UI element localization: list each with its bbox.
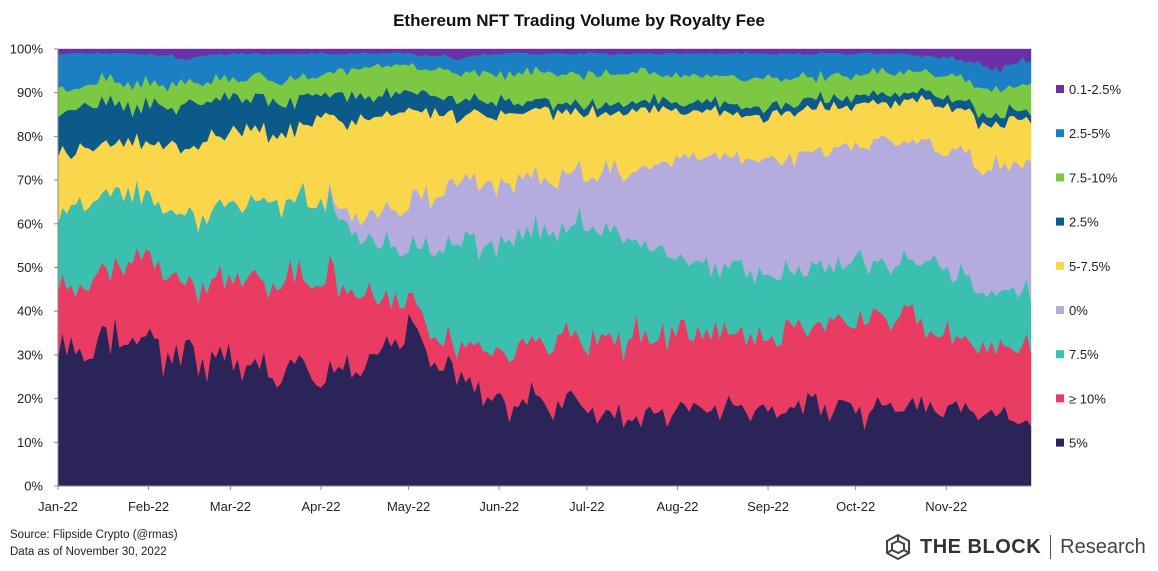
source-note: Source: Flipside Crypto (@rmas) bbox=[10, 529, 178, 541]
x-tick-label: Nov-22 bbox=[925, 499, 967, 514]
x-tick-label: Feb-22 bbox=[128, 499, 169, 514]
y-tick-label: 20% bbox=[17, 391, 43, 406]
y-tick-label: 100% bbox=[10, 42, 44, 57]
legend-swatch bbox=[1056, 438, 1064, 447]
legend-label: 2.5-5% bbox=[1069, 126, 1111, 141]
brand-name: THE BLOCK bbox=[920, 535, 1042, 558]
brand-divider bbox=[1050, 535, 1052, 559]
legend-swatch bbox=[1056, 173, 1064, 182]
brand-subtitle: Research bbox=[1060, 535, 1146, 558]
x-tick-label: May-22 bbox=[387, 499, 430, 514]
cube-logo-icon bbox=[886, 533, 910, 561]
brand-logo: THE BLOCK Research bbox=[884, 532, 1146, 562]
y-tick-label: 10% bbox=[17, 435, 43, 450]
area-series-0.1-2.5- bbox=[57, 48, 1032, 74]
legend-label: 7.5% bbox=[1069, 347, 1099, 362]
legend-label: 5-7.5% bbox=[1069, 259, 1111, 274]
x-tick-label: Jun-22 bbox=[479, 499, 519, 514]
y-tick-label: 50% bbox=[17, 260, 43, 275]
legend-label: 0.1-2.5% bbox=[1069, 82, 1121, 97]
x-axis: Jan-22 Feb-22 Mar-22 Apr-22 May-22 Jun-22 Jul-… bbox=[38, 485, 1031, 514]
y-tick-label: 70% bbox=[17, 173, 43, 188]
legend-swatch bbox=[1056, 261, 1064, 270]
y-tick-label: 80% bbox=[17, 129, 43, 144]
legend-label: 7.5-10% bbox=[1069, 170, 1118, 185]
plot-areas bbox=[57, 48, 1032, 487]
x-tick-label: Jan-22 bbox=[38, 499, 78, 514]
x-tick-label: Sep-22 bbox=[747, 499, 789, 514]
y-tick-label: 30% bbox=[17, 347, 43, 362]
x-tick-label: Mar-22 bbox=[210, 499, 251, 514]
legend-label: ≥ 10% bbox=[1069, 391, 1106, 406]
legend-swatch bbox=[1056, 129, 1064, 138]
legend-label: 2.5% bbox=[1069, 215, 1099, 230]
legend-label: 0% bbox=[1069, 303, 1088, 318]
y-axis: 0% 10% 20% 30% 40% 50% 60% 70% 80% 90% 100% bbox=[10, 42, 59, 494]
x-tick-label: Jul-22 bbox=[569, 499, 604, 514]
x-tick-label: Oct-22 bbox=[836, 499, 875, 514]
legend-swatch bbox=[1056, 394, 1064, 403]
legend-label: 5% bbox=[1069, 436, 1088, 451]
legend-swatch bbox=[1056, 350, 1064, 359]
x-tick-label: Aug-22 bbox=[656, 499, 698, 514]
y-tick-label: 0% bbox=[24, 479, 43, 494]
legend-swatch bbox=[1056, 85, 1064, 93]
chart-title: Ethereum NFT Trading Volume by Royalty F… bbox=[393, 11, 765, 30]
y-tick-label: 40% bbox=[17, 304, 43, 319]
legend-swatch bbox=[1056, 306, 1064, 314]
legend: 0.1-2.5% 2.5-5% 7.5-10% 2.5% 5-7.5% 0% 7.5% ≥ 1… bbox=[1056, 82, 1121, 451]
x-tick-label: Apr-22 bbox=[301, 499, 340, 514]
y-tick-label: 90% bbox=[17, 85, 43, 100]
y-tick-label: 60% bbox=[17, 216, 43, 231]
legend-swatch bbox=[1056, 217, 1064, 226]
data-date-note: Data as of November 30, 2022 bbox=[10, 546, 167, 558]
